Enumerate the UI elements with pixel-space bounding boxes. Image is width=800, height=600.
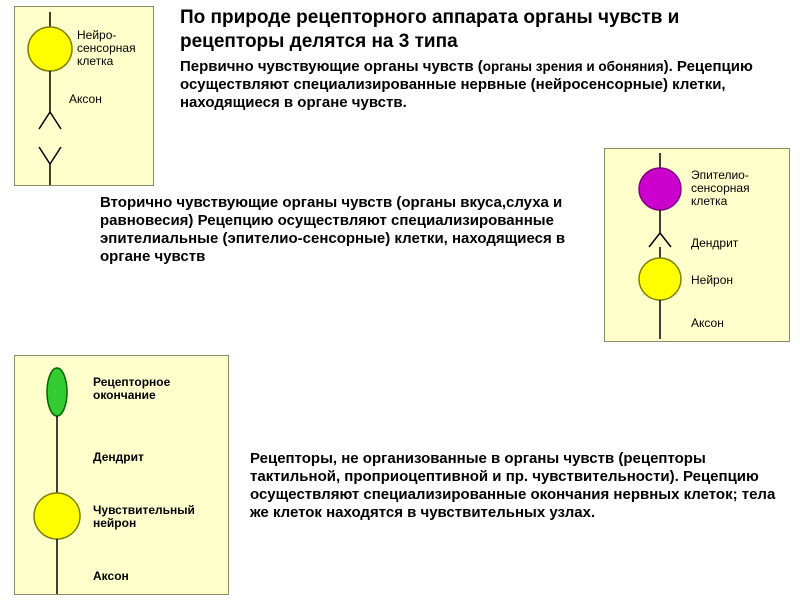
sensory-neuron-icon (34, 493, 80, 539)
section2-text: Вторично чувствующие органы чувств (орга… (100, 194, 570, 266)
d1-cell-label: Нейро-сенсорная клетка (77, 29, 153, 69)
section1-lead: Первично чувствующие органы чувств ( (180, 58, 483, 75)
d1-axon-label: Аксон (69, 93, 102, 106)
d2-vr (660, 233, 671, 247)
receptor-ending-icon (47, 368, 67, 416)
d2-vl (649, 233, 660, 247)
d2-dendrite-label: Дендрит (691, 237, 738, 250)
d3-receptor-label: Рецепторное окончание (93, 376, 223, 402)
diagram-epithelial: Эпителио-сенсорная клетка Дендрит Нейрон… (604, 148, 790, 342)
d2-epi-label: Эпителио-сенсорная клетка (691, 169, 787, 209)
d1-fork-r2 (50, 147, 61, 164)
d1-fork-r1 (50, 112, 61, 129)
neurosensory-cell-icon (28, 27, 72, 71)
section3-text: Рецепторы, не организованные в органы чу… (250, 450, 780, 522)
diagram-receptor-ending: Рецепторное окончание Дендрит Чувствител… (14, 355, 229, 595)
neuron-cell-icon (639, 258, 681, 300)
d3-dendrite-label: Дендрит (93, 451, 144, 464)
d3-axon-label: Аксон (93, 570, 129, 583)
diagram-neurosensory: Нейро-сенсорная клетка Аксон (14, 6, 154, 186)
d1-fork-l2 (39, 147, 50, 164)
d2-axon-label: Аксон (691, 317, 724, 330)
section1-examples: органы зрения и обоняния (483, 59, 664, 74)
d1-fork-l1 (39, 112, 50, 129)
page-title: По природе рецепторного аппарата органы … (180, 6, 780, 54)
d3-neuron-label: Чувствительный нейрон (93, 504, 223, 530)
d2-neuron-label: Нейрон (691, 274, 733, 287)
epithelial-cell-icon (639, 168, 681, 210)
section1-text: Первично чувствующие органы чувств (орга… (180, 58, 780, 112)
section1-close: ). (664, 58, 673, 75)
